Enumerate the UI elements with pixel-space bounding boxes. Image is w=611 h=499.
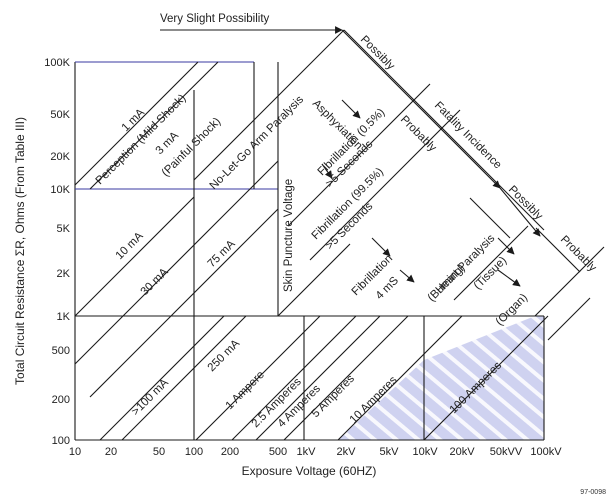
line-3ma <box>89 61 219 190</box>
label-burning: (Burning) <box>426 262 468 304</box>
y-tick-100: 100 <box>52 435 70 447</box>
label-fib4-time: 4 mS <box>374 274 402 302</box>
line-250ma <box>121 315 247 441</box>
line-top-diag <box>193 29 345 181</box>
label-10ma: 10 mA <box>114 230 146 262</box>
line-1ma <box>74 61 199 186</box>
x-ticks: 10 20 50 100 200 500 1kV 2kV 5kV 10kV 20… <box>69 446 562 458</box>
fatality-labels: Possibly Fatality Incidence Probably Pos… <box>358 34 599 275</box>
line-1a <box>195 315 321 441</box>
line-skin-diag <box>277 243 351 317</box>
y-tick-100k: 100K <box>44 57 70 69</box>
label-possibly-1: Possibly <box>358 34 397 73</box>
label-skin: Skin Puncture Voltage <box>283 179 295 292</box>
x-tick-200: 200 <box>221 446 239 458</box>
burning-region-shade <box>338 360 424 440</box>
label-no-let-go: No-Let-Go Arm Paralysis <box>208 94 307 193</box>
y-tick-50k: 50K <box>50 109 70 121</box>
line-75ma <box>89 208 279 398</box>
arrows <box>160 26 541 287</box>
reference-lines <box>75 61 545 440</box>
y-tick-1k: 1K <box>57 311 71 323</box>
current-lines <box>74 29 549 441</box>
x-tick-100: 100 <box>185 446 203 458</box>
organ-region-shade <box>424 316 544 440</box>
line-10a <box>337 315 463 441</box>
figure-id: 97-0098 <box>580 489 606 496</box>
y-tick-2k: 2K <box>57 268 71 280</box>
effect-labels: No-Let-Go Arm Paralysis Asphyxiation Fib… <box>208 94 531 329</box>
top-label: Very Slight Possibility <box>160 13 270 25</box>
line-10ma <box>74 196 195 317</box>
x-tick-50: 50 <box>153 446 165 458</box>
x-tick-20kv: 20kV <box>449 446 475 458</box>
x-tick-10kv: 10kV <box>412 446 438 458</box>
y-tick-5k: 5K <box>57 223 71 235</box>
line-5a <box>283 315 409 441</box>
x-tick-100kv: 100kV <box>530 446 562 458</box>
label-1a: 1 Ampere <box>224 369 267 412</box>
x-tick-10: 10 <box>69 446 81 458</box>
y-ticks: 100K 50K 20K 10K 5K 2K 1K 500 200 100 <box>44 57 70 447</box>
line-2-5a <box>231 315 357 441</box>
x-tick-1kv: 1kV <box>297 446 317 458</box>
line-30ma <box>74 160 279 365</box>
line-100ma <box>99 315 225 441</box>
x-tick-500: 500 <box>269 446 287 458</box>
label-250ma: 250 mA <box>206 337 243 374</box>
label-fatality-incidence: Fatality Incidence <box>432 100 504 172</box>
x-tick-2kv: 2kV <box>337 446 357 458</box>
region-boundaries <box>287 29 605 341</box>
x-tick-5kv: 5kV <box>380 446 400 458</box>
plot-frame <box>74 62 544 441</box>
line-100a <box>423 315 549 441</box>
label-probably-2: Probably <box>558 234 599 275</box>
y-tick-200: 200 <box>52 394 70 406</box>
x-axis-title: Exposure Voltage (60HZ) <box>242 464 377 478</box>
label-possibly-2: Possibly <box>506 184 545 223</box>
y-tick-10k: 10K <box>50 184 70 196</box>
line-4a <box>255 315 381 441</box>
y-tick-500: 500 <box>52 345 70 357</box>
y-axis-title: Total Circuit Resistance ΣR, Ohms (From … <box>13 117 27 385</box>
y-tick-20k: 20K <box>50 151 70 163</box>
x-tick-50kvv: 50kVV <box>490 446 523 458</box>
label-30ma: 30 mA <box>139 266 171 298</box>
x-tick-20: 20 <box>105 446 117 458</box>
